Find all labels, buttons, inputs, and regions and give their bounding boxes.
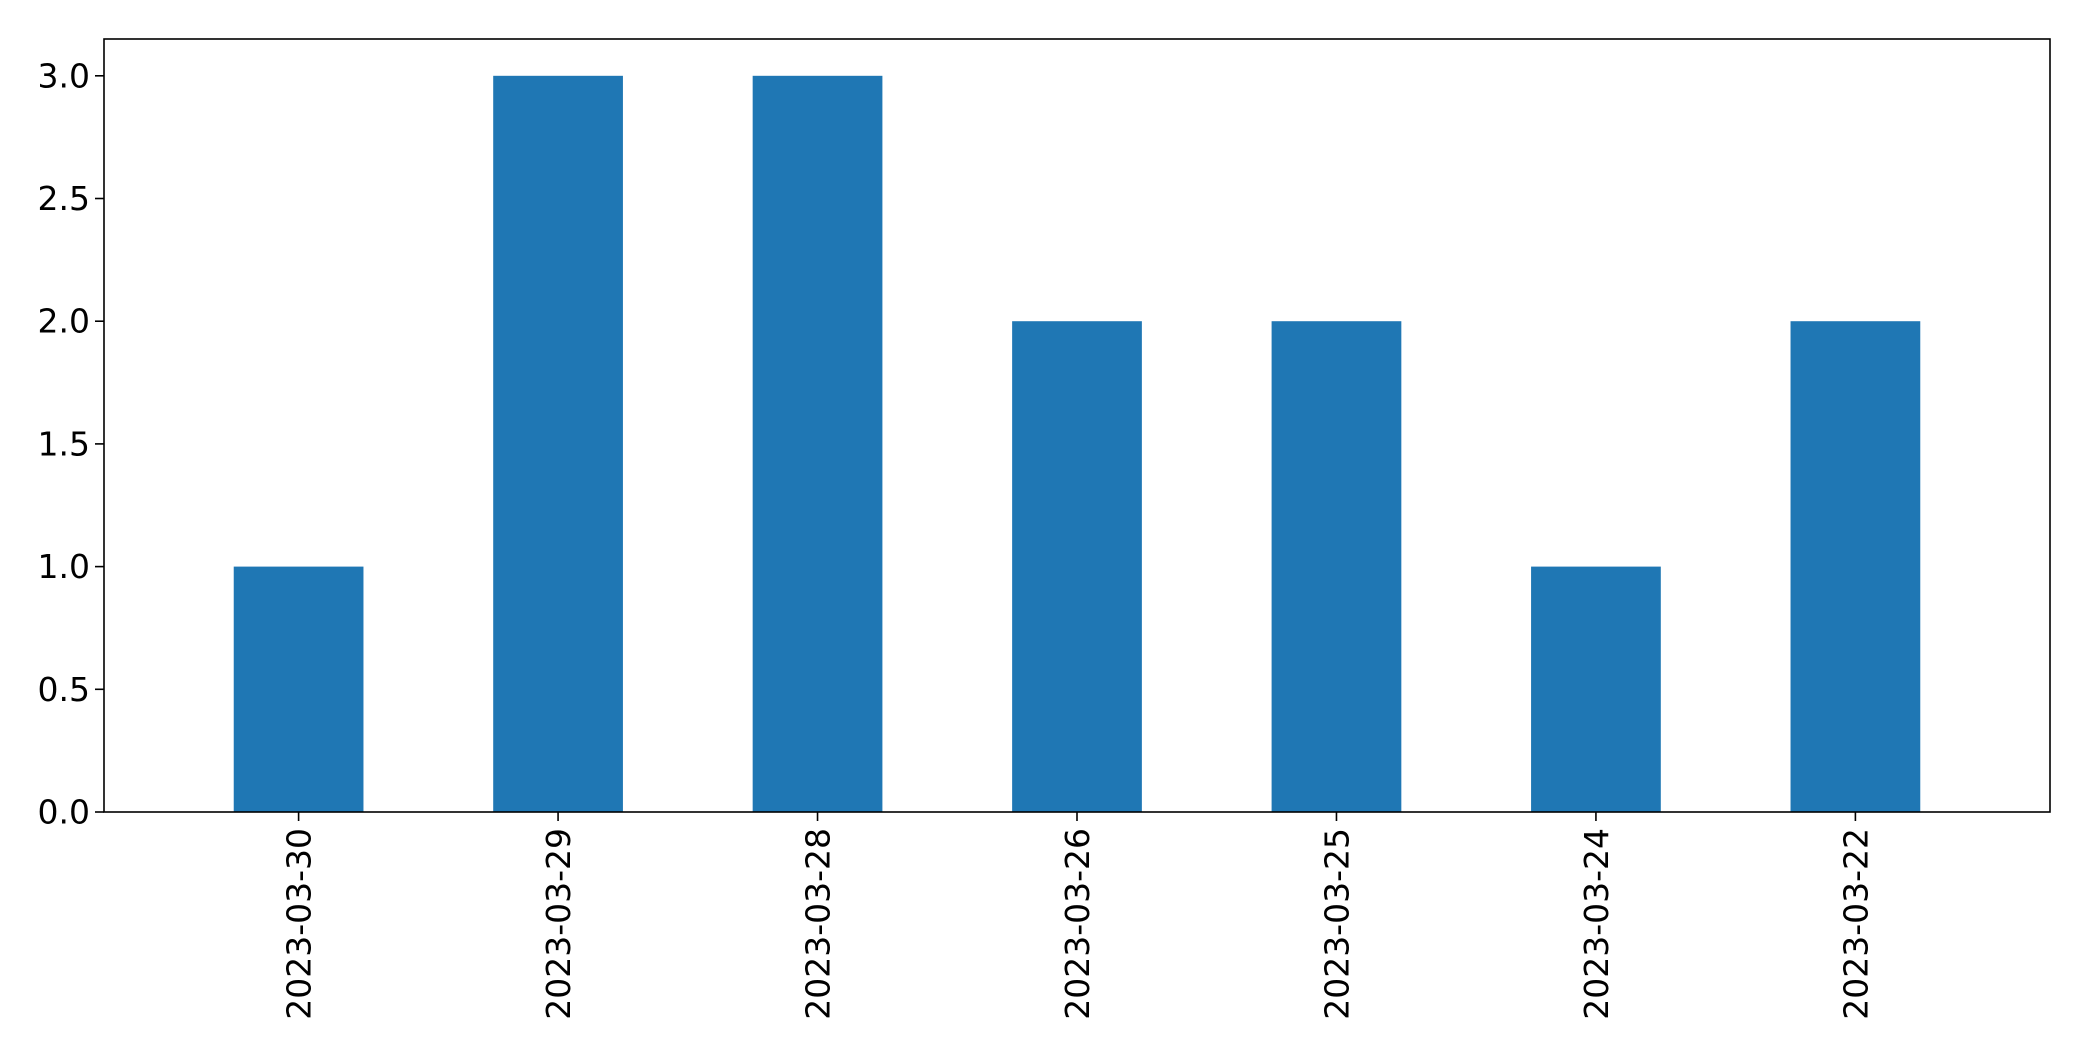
x-axis: 2023-03-30 2023-03-29 2023-03-28 2023-03-26… — [280, 812, 1875, 1020]
x-tick-label: 2023-03-28 — [799, 828, 838, 1020]
bar-2023-03-29 — [493, 75, 623, 813]
bar-2023-03-25 — [1271, 321, 1402, 812]
y-tick-label: 1.5 — [38, 424, 90, 463]
bars-group — [233, 75, 1921, 813]
y-axis: 0.0 0.5 1.0 1.5 2.0 2.5 3.0 — [38, 56, 104, 832]
bar-2023-03-24 — [1531, 566, 1661, 812]
y-tick-label: 1.0 — [38, 547, 90, 586]
y-tick-label: 0.5 — [38, 670, 90, 709]
x-tick-label: 2023-03-29 — [539, 828, 578, 1020]
y-tick-label: 2.0 — [38, 302, 90, 341]
x-tick-label: 2023-03-30 — [280, 828, 319, 1020]
bar-2023-03-26 — [1012, 321, 1142, 812]
bar-2023-03-28 — [752, 75, 883, 813]
bar-2023-03-22 — [1790, 321, 1921, 812]
bar-2023-03-30 — [233, 566, 364, 812]
x-tick-label: 2023-03-22 — [1836, 828, 1875, 1020]
x-tick-label: 2023-03-26 — [1058, 828, 1097, 1020]
y-tick-label: 3.0 — [38, 56, 90, 95]
y-tick-label: 2.5 — [38, 179, 90, 218]
x-tick-label: 2023-03-24 — [1577, 828, 1616, 1020]
x-tick-label: 2023-03-25 — [1317, 828, 1356, 1020]
plot-frame — [103, 38, 2051, 813]
y-tick-label: 0.0 — [38, 793, 90, 832]
